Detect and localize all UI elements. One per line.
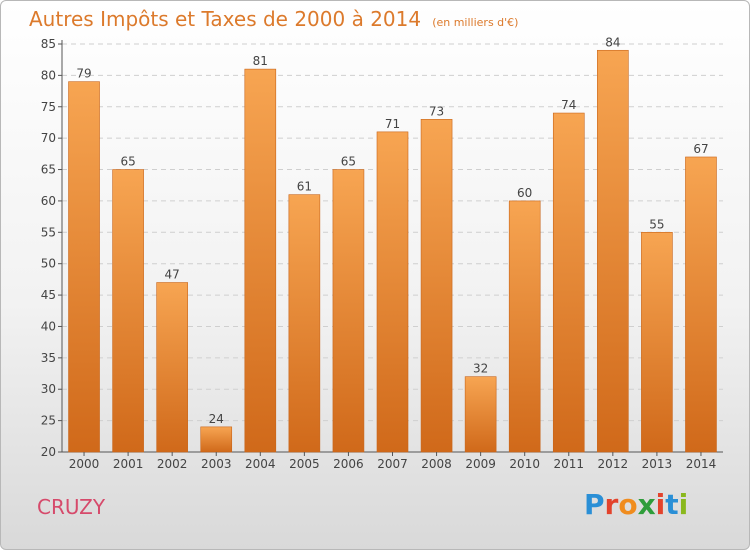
bar	[288, 194, 321, 453]
bar-value-label: 81	[253, 54, 268, 68]
logo-letter: o	[618, 488, 638, 521]
bar	[464, 376, 497, 453]
chart-title: Autres Impôts et Taxes de 2000 à 2014 (e…	[29, 7, 518, 31]
bar-value-label: 47	[165, 268, 180, 282]
x-tick-label: 2008	[421, 457, 452, 471]
chart-title-unit: (en milliers d'€)	[432, 16, 519, 29]
y-tick-label: 60	[41, 194, 56, 208]
x-tick-label: 2003	[201, 457, 232, 471]
x-tick-label: 2013	[642, 457, 673, 471]
x-tick-label: 2006	[333, 457, 364, 471]
logo-letter: i	[655, 488, 666, 521]
x-tick-label: 2000	[69, 457, 100, 471]
bar-value-label: 79	[76, 67, 91, 81]
y-tick-label: 40	[41, 319, 56, 333]
y-tick-label: 55	[41, 225, 56, 239]
y-tick-label: 85	[41, 37, 56, 51]
y-tick-label: 20	[41, 445, 56, 459]
bar-value-label: 65	[120, 155, 135, 169]
y-tick-label: 80	[41, 68, 56, 82]
bar-value-label: 60	[517, 186, 532, 200]
bar	[112, 169, 144, 453]
y-tick-label: 65	[41, 163, 56, 177]
y-tick-label: 35	[41, 351, 56, 365]
bar-value-label: 65	[341, 155, 356, 169]
bar-value-label: 71	[385, 117, 400, 131]
bar-value-label: 74	[561, 98, 576, 112]
x-tick-label: 2010	[509, 457, 540, 471]
logo-letter: x	[637, 488, 656, 521]
commune-name: CRUZY	[37, 495, 106, 519]
x-tick-label: 2005	[289, 457, 320, 471]
bar-value-label: 55	[649, 217, 664, 231]
bar	[376, 131, 409, 453]
y-tick-label: 50	[41, 257, 56, 271]
bar	[508, 200, 541, 453]
bar	[552, 112, 585, 453]
bar	[332, 169, 365, 453]
bar	[685, 156, 717, 453]
bar-value-label: 84	[605, 35, 620, 49]
y-tick-label: 30	[41, 382, 56, 396]
bar	[641, 232, 673, 453]
y-tick-label: 70	[41, 131, 56, 145]
bar	[597, 49, 629, 453]
x-tick-label: 2004	[245, 457, 276, 471]
logo-letter: P	[584, 488, 605, 521]
x-tick-label: 2011	[553, 457, 584, 471]
logo-letter: r	[604, 488, 619, 521]
logo-letter: i	[678, 488, 689, 521]
x-tick-label: 2009	[465, 457, 496, 471]
x-tick-label: 2007	[377, 457, 408, 471]
bar-value-label: 32	[473, 362, 488, 376]
x-tick-label: 2002	[157, 457, 188, 471]
y-tick-label: 45	[41, 288, 56, 302]
x-tick-label: 2001	[113, 457, 144, 471]
x-tick-label: 2014	[686, 457, 717, 471]
bar	[156, 282, 188, 453]
bar	[200, 426, 233, 453]
y-tick-label: 75	[41, 100, 56, 114]
bar-value-label: 67	[693, 142, 708, 156]
bar	[420, 119, 453, 453]
bar	[68, 81, 100, 453]
x-tick-label: 2012	[598, 457, 629, 471]
bar-value-label: 61	[297, 180, 312, 194]
bar-value-label: 24	[209, 412, 224, 426]
bar	[244, 68, 277, 453]
logo-letter: t	[665, 488, 679, 521]
y-tick-label: 25	[41, 414, 56, 428]
proxiti-logo: Proxiti	[584, 488, 688, 521]
bar-value-label: 73	[429, 104, 444, 118]
chart-title-main: Autres Impôts et Taxes de 2000 à 2014	[29, 7, 422, 31]
